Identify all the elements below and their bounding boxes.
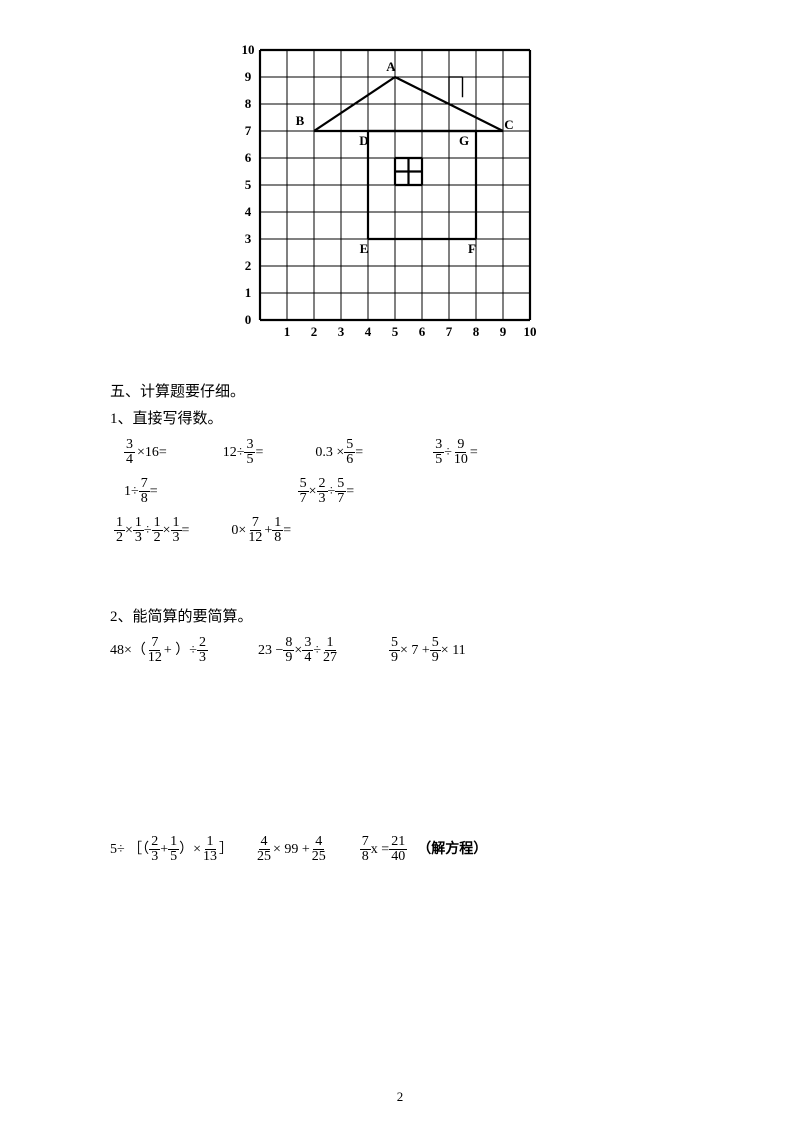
svg-text:7: 7 <box>245 123 252 138</box>
svg-text:3: 3 <box>338 324 345 339</box>
question-2-title: 2、能简算的要简算。 <box>110 605 690 626</box>
svg-text:5: 5 <box>392 324 399 339</box>
q2r2-a: 5÷ ［（ 23 + 15 ）× 113 ］ <box>110 835 233 864</box>
svg-text:1: 1 <box>284 324 291 339</box>
svg-text:9: 9 <box>245 69 252 84</box>
svg-text:D: D <box>359 133 368 148</box>
coordinate-grid: 10987654321012345678910ABCDGEF <box>230 40 570 360</box>
q1r2-a: 1÷ 78 = <box>124 477 158 506</box>
svg-text:B: B <box>296 113 305 128</box>
q1r1-d: 35 ÷ 910 = <box>433 438 478 467</box>
svg-text:3: 3 <box>245 231 252 246</box>
q2r1-a: 48×（ 712 + ）÷ 23 <box>110 636 208 665</box>
grid-figure: 10987654321012345678910ABCDGEF <box>110 40 690 360</box>
page: 10987654321012345678910ABCDGEF 五、计算题要仔细。… <box>0 0 800 1133</box>
svg-text:4: 4 <box>245 204 252 219</box>
q1-row2: 1÷ 78 = 57 × 23 ÷ 57 = <box>110 477 690 506</box>
q1r1-a: 34 ×16= <box>124 438 167 467</box>
svg-text:6: 6 <box>419 324 426 339</box>
q2-row1: 48×（ 712 + ）÷ 23 23 − 89 × 34 ÷ 127 59 ×… <box>110 636 690 665</box>
svg-text:0: 0 <box>245 312 252 327</box>
svg-text:A: A <box>386 59 396 74</box>
question-1-title: 1、直接写得数。 <box>110 407 690 428</box>
svg-text:8: 8 <box>245 96 252 111</box>
grid-figure-inner: 10987654321012345678910ABCDGEF <box>230 40 570 360</box>
svg-text:1: 1 <box>245 285 252 300</box>
svg-text:2: 2 <box>245 258 252 273</box>
q1r1-c: 0.3 × 56 = <box>315 438 363 467</box>
svg-text:4: 4 <box>365 324 372 339</box>
svg-text:9: 9 <box>500 324 507 339</box>
q1r1-b: 12÷ 35 = <box>223 438 264 467</box>
q2r1-c: 59 × 7 + 59 × 11 <box>389 636 466 665</box>
svg-text:10: 10 <box>242 42 255 57</box>
svg-text:7: 7 <box>446 324 453 339</box>
q1r3-b: 0× 712 + 18 = <box>231 516 291 545</box>
q2r2-c: 78 x = 2140 （解方程） <box>360 835 487 864</box>
svg-text:F: F <box>468 241 476 256</box>
svg-text:10: 10 <box>524 324 537 339</box>
section-5-title: 五、计算题要仔细。 <box>110 380 690 401</box>
q1r3-a: 12 × 13 ÷ 12 × 13 = <box>114 516 189 545</box>
svg-text:5: 5 <box>245 177 252 192</box>
svg-text:E: E <box>360 241 369 256</box>
q2r1-b: 23 − 89 × 34 ÷ 127 <box>258 636 339 665</box>
q1-row3: 12 × 13 ÷ 12 × 13 = 0× 712 + 18 = <box>110 516 690 545</box>
svg-text:8: 8 <box>473 324 480 339</box>
svg-text:C: C <box>504 117 513 132</box>
svg-text:6: 6 <box>245 150 252 165</box>
q2r2-b: 425 × 99 + 425 <box>255 835 328 864</box>
svg-text:2: 2 <box>311 324 318 339</box>
q2-row2: 5÷ ［（ 23 + 15 ）× 113 ］ 425 × 99 + 425 78… <box>110 835 690 864</box>
q1-row1: 34 ×16= 12÷ 35 = 0.3 × 56 = 35 ÷ 910 = <box>110 438 690 467</box>
page-number: 2 <box>0 1089 800 1105</box>
svg-text:G: G <box>459 133 469 148</box>
q1r2-b: 57 × 23 ÷ 57 = <box>298 477 355 506</box>
